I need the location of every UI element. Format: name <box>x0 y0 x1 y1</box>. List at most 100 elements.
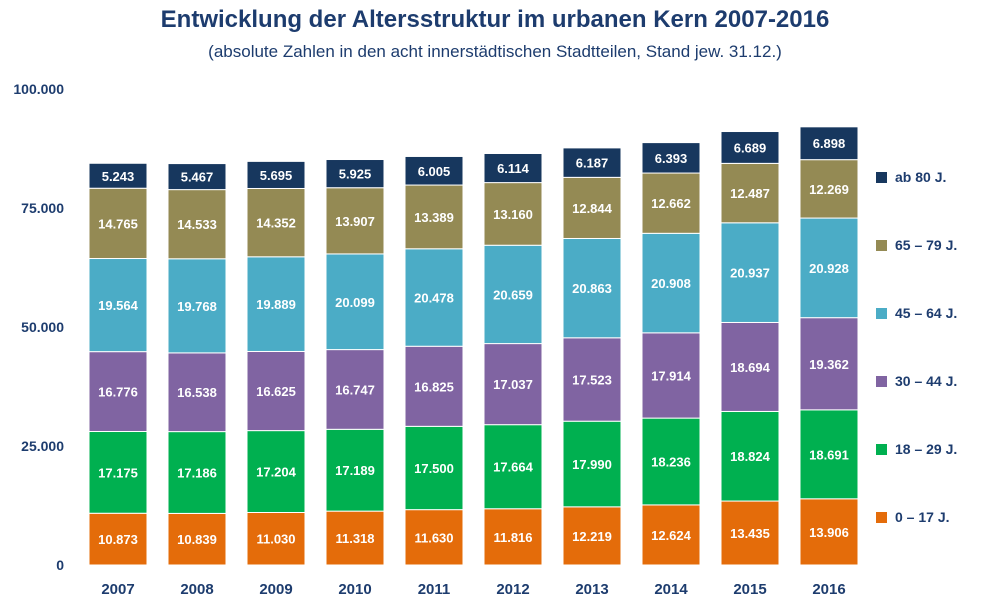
data-label: 12.219 <box>572 529 612 544</box>
data-label: 18.694 <box>730 360 771 375</box>
bar-segment <box>641 417 701 506</box>
data-label: 12.844 <box>572 201 613 216</box>
data-label: 17.523 <box>572 373 612 388</box>
legend-swatch <box>876 376 887 387</box>
data-label: 17.914 <box>651 368 692 383</box>
data-label: 17.204 <box>256 465 297 480</box>
data-label: 17.037 <box>493 377 533 392</box>
data-label: 18.236 <box>651 455 691 470</box>
data-label: 13.906 <box>809 525 849 540</box>
data-label: 6.689 <box>734 140 767 155</box>
data-label: 20.478 <box>414 291 454 306</box>
data-label: 5.467 <box>181 170 214 185</box>
data-label: 6.114 <box>497 161 530 176</box>
data-label: 19.564 <box>98 298 139 313</box>
legend-label: 30 – 44 J. <box>895 373 957 389</box>
legend-label: 45 – 64 J. <box>895 305 957 321</box>
bar-segment <box>404 155 464 186</box>
bar-segment <box>325 187 385 255</box>
bar-segment <box>641 172 701 234</box>
data-label: 16.625 <box>256 384 296 399</box>
data-label: 17.186 <box>177 466 217 481</box>
legend-label: 18 – 29 J. <box>895 441 957 457</box>
data-label: 16.825 <box>414 379 454 394</box>
bar-segment <box>641 332 701 419</box>
data-label: 20.659 <box>493 287 533 302</box>
data-label: 6.187 <box>576 156 609 171</box>
bar-segment <box>799 498 859 566</box>
bar-segment <box>246 511 306 566</box>
bar-segment <box>720 131 780 164</box>
bar-segment <box>246 256 306 352</box>
bar-segment <box>720 162 780 224</box>
bar-segment <box>88 351 148 432</box>
bar-segment <box>483 152 543 184</box>
bar-segment <box>88 187 148 260</box>
legend: ab 80 J. 65 – 79 J. 45 – 64 J. 30 – 44 J. 18… <box>876 169 957 525</box>
data-label: 20.908 <box>651 276 691 291</box>
data-label: 17.189 <box>335 463 375 478</box>
x-tick-label: 2007 <box>101 581 134 598</box>
legend-swatch <box>876 308 887 319</box>
bar-segment <box>562 176 622 239</box>
legend-swatch <box>876 512 887 523</box>
bar-segment <box>720 321 780 412</box>
bar-segment <box>88 258 148 353</box>
bar-segment <box>167 189 227 260</box>
bar-segment <box>167 352 227 433</box>
data-label: 20.937 <box>730 266 770 281</box>
bar-segment <box>404 345 464 427</box>
bar-segment <box>404 248 464 347</box>
x-tick-label: 2016 <box>812 581 845 598</box>
legend-swatch <box>876 444 887 455</box>
bar-segment <box>167 258 227 354</box>
bar-segment <box>246 187 306 258</box>
data-label: 14.765 <box>98 216 138 231</box>
bar-segment <box>325 349 385 430</box>
bar-segment <box>88 162 148 189</box>
bars: 10.873 17.175 16.776 19.564 14.765 5.243 10.83… <box>88 126 859 566</box>
data-label: 14.533 <box>177 217 217 232</box>
bar-segment <box>88 430 148 514</box>
x-tick-label: 2015 <box>733 581 766 598</box>
bar-segment <box>483 244 543 345</box>
legend-label: 0 – 17 J. <box>895 509 950 525</box>
data-label: 13.389 <box>414 210 454 225</box>
data-label: 20.099 <box>335 295 375 310</box>
data-label: 17.664 <box>493 460 534 475</box>
bar-segment <box>246 350 306 432</box>
x-tick-label: 2013 <box>575 581 608 598</box>
bar-segment <box>325 510 385 566</box>
bar-segment <box>562 147 622 178</box>
x-tick-label: 2012 <box>496 581 529 598</box>
bar-segment <box>483 424 543 510</box>
data-label: 18.691 <box>809 447 849 462</box>
bar-segment <box>720 222 780 323</box>
x-tick-label: 2011 <box>418 581 451 598</box>
data-label: 16.538 <box>177 385 217 400</box>
legend-swatch <box>876 172 887 183</box>
bar-segment <box>641 504 701 566</box>
bar-segment <box>325 159 385 189</box>
bar-segment <box>404 509 464 566</box>
data-label: 16.747 <box>335 382 375 397</box>
data-label: 17.990 <box>572 457 612 472</box>
y-tick-label: 0 <box>56 557 64 573</box>
data-label: 19.889 <box>256 297 296 312</box>
bar-segment <box>167 512 227 566</box>
data-label: 12.487 <box>730 186 770 201</box>
x-tick-label: 2014 <box>654 581 688 598</box>
bar-segment <box>641 142 701 174</box>
bar-segment <box>720 500 780 566</box>
chart-title: Entwicklung der Altersstruktur im urbane… <box>160 6 830 33</box>
x-tick-label: 2010 <box>338 581 371 598</box>
data-label: 11.816 <box>493 530 532 545</box>
data-label: 13.435 <box>730 526 770 541</box>
data-label: 12.662 <box>651 196 691 211</box>
data-label: 12.269 <box>809 182 849 197</box>
data-label: 19.768 <box>177 299 217 314</box>
data-label: 13.160 <box>493 207 533 222</box>
bar-segment <box>483 182 543 246</box>
y-tick-label: 25.000 <box>21 438 64 454</box>
legend-label: ab 80 J. <box>895 169 946 185</box>
